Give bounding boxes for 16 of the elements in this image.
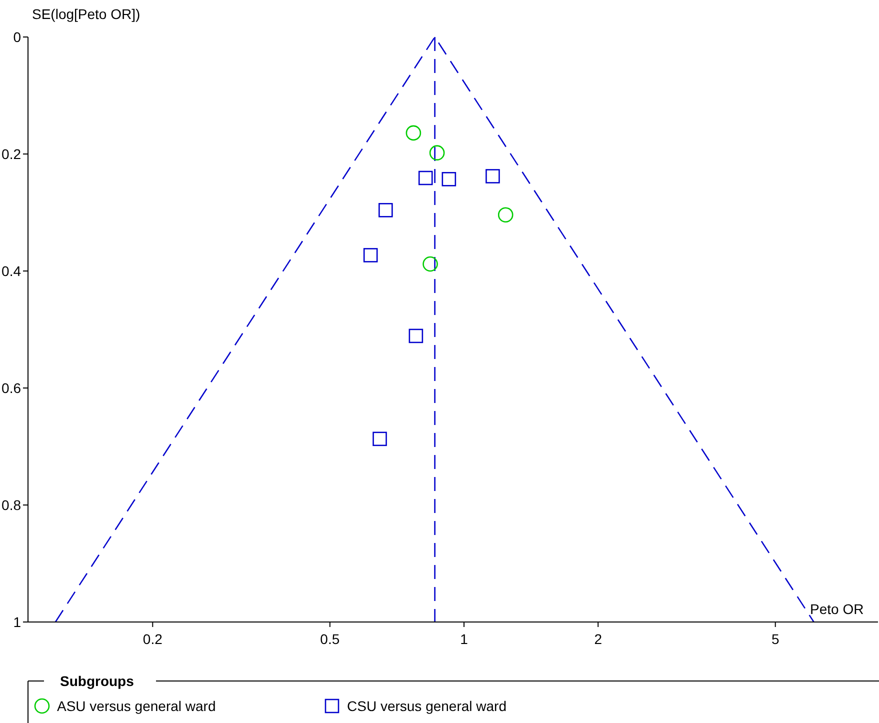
legend-label: ASU versus general ward (57, 698, 216, 714)
legend-label: CSU versus general ward (347, 698, 507, 714)
y-tick-label: 1 (13, 614, 22, 630)
x-tick-label: 2 (594, 631, 602, 647)
x-tick-label: 0.2 (142, 631, 163, 647)
legend-title: Subgroups (60, 673, 134, 689)
y-tick-label: 0 (13, 28, 22, 45)
y-tick-label: 0.2 (2, 146, 22, 162)
x-tick-label: 0.5 (320, 631, 340, 647)
y-tick-label: 0.8 (2, 496, 22, 513)
x-axis-title: Peto OR (810, 601, 864, 617)
y-tick-label: 0.4 (2, 262, 22, 279)
y-axis-title: SE(log[Peto OR]) (32, 6, 140, 22)
x-tick-label: 5 (771, 631, 780, 647)
y-tick-label: 0.6 (2, 380, 22, 396)
x-tick-label: 1 (460, 631, 468, 647)
